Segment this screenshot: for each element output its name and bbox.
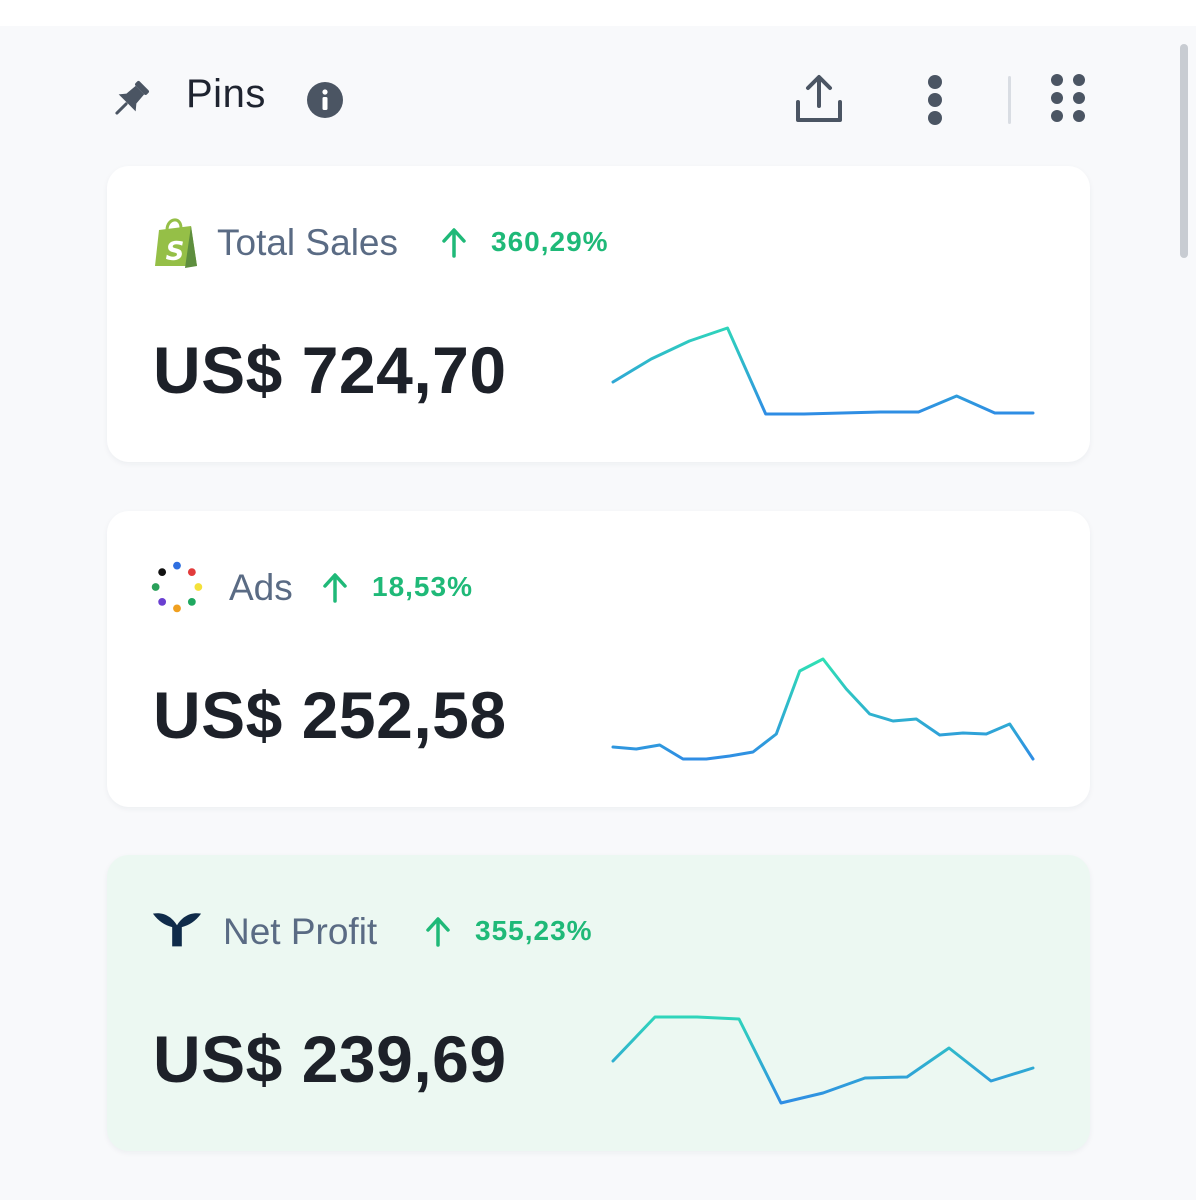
more-vertical-icon[interactable] [920, 74, 950, 126]
card-amount: US$ 724,70 [153, 333, 507, 407]
arrow-up-icon [323, 573, 347, 603]
triple-whale-icon [152, 913, 202, 947]
dots-circle-icon [151, 561, 203, 613]
sparkline-chart [611, 1015, 1035, 1105]
pins-page: Pins S Total Sal [0, 26, 1196, 1200]
share-icon[interactable] [792, 72, 846, 126]
arrow-up-icon [426, 917, 450, 947]
header-divider [1008, 76, 1011, 124]
svg-text:S: S [166, 237, 185, 267]
pin-card-total-sales[interactable]: S Total Sales 360,29% US$ 724,70 [107, 166, 1090, 462]
arrow-up-icon [442, 228, 466, 258]
page-title: Pins [186, 72, 266, 116]
sparkline-series [611, 1015, 1035, 1105]
card-label: Ads [229, 567, 293, 608]
shopify-icon: S [155, 218, 197, 268]
scrollbar[interactable] [1180, 44, 1188, 258]
sparkline-series [611, 326, 1035, 416]
sparkline-chart [611, 326, 1035, 416]
sparkline-series [611, 657, 1035, 761]
pins-header: Pins [0, 26, 1196, 125]
card-amount: US$ 239,69 [153, 1022, 507, 1096]
pin-card-ads[interactable]: Ads 18,53% US$ 252,58 [107, 511, 1090, 807]
trend-value: 355,23% [475, 915, 593, 946]
card-amount: US$ 252,58 [153, 678, 507, 752]
trend-value: 18,53% [372, 571, 473, 602]
sparkline-chart [611, 657, 1035, 761]
pin-card-net-profit[interactable]: Net Profit 355,23% US$ 239,69 [107, 855, 1090, 1151]
info-icon[interactable] [306, 81, 344, 119]
card-label: Net Profit [223, 911, 378, 952]
trend-value: 360,29% [491, 226, 609, 257]
card-label: Total Sales [217, 222, 398, 263]
drag-grid-icon[interactable] [1048, 72, 1088, 124]
pin-icon [115, 81, 149, 115]
